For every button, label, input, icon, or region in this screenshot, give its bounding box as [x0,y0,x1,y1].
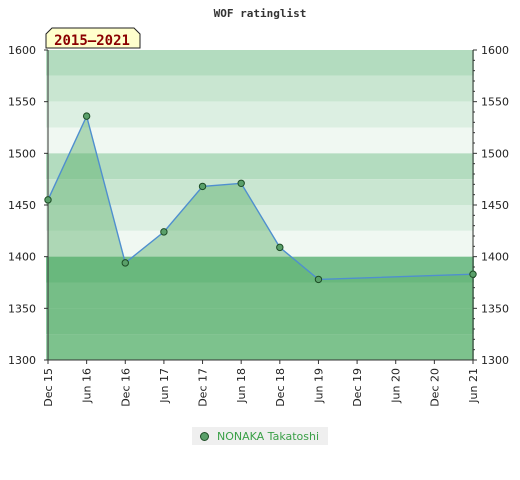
x-tick-label: Dec 15 [42,368,55,407]
x-tick-label: Dec 19 [351,368,364,407]
data-point [44,196,52,204]
y-tick-label-left: 1350 [8,302,36,315]
y-tick-label-left: 1600 [8,44,36,57]
y-tick-label-right: 1500 [481,147,509,160]
x-tick-label: Jun 21 [467,368,480,404]
rating-band [46,127,474,154]
x-tick-label: Jun 20 [390,368,403,404]
x-tick-label: Dec 20 [428,368,441,407]
data-point [237,179,245,188]
rating-band [46,75,474,102]
x-tick-label: Dec 16 [119,368,132,407]
rating-band [46,153,474,180]
legend-marker-icon [200,431,209,441]
period-badge-text: 2015–2021 [54,33,130,49]
rating-band [46,101,474,128]
y-tick-label-right: 1450 [481,199,509,212]
period-badge: 2015–2021 [45,27,141,49]
data-point [314,275,323,284]
x-tick-label: Jun 17 [158,368,171,404]
series-area-fill [48,116,473,360]
data-point [121,259,129,267]
chart-title: WOF ratinglist [214,7,307,20]
rating-band [46,308,474,335]
y-tick-label-left: 1500 [8,147,36,160]
data-point [469,270,477,278]
x-tick-label: Jun 16 [81,368,94,404]
y-tick-label-right: 1600 [481,44,509,57]
axes: 1300 1300 1350 1350 1400 1400 1450 1450 1500 1500… [8,44,509,407]
rating-bands [46,50,474,360]
y-tick-label-right: 1400 [481,251,509,264]
rating-band [46,282,474,309]
rating-band [46,334,474,360]
legend: NONAKA Takatoshi [192,427,328,445]
x-tick-label: Dec 17 [197,368,210,407]
series-markers [44,112,477,284]
data-point [160,228,168,236]
x-tick-label: Jun 18 [235,368,248,404]
x-tick-label: Jun 19 [312,368,325,404]
y-tick-label-right: 1300 [481,354,509,367]
legend-label: NONAKA Takatoshi [217,429,320,443]
data-point [82,112,91,120]
y-tick-label-left: 1550 [8,96,36,109]
y-tick-label-right: 1350 [481,302,509,315]
rating-band [46,205,474,231]
y-tick-label-left: 1400 [8,251,36,264]
rating-band [46,256,474,283]
x-tick-label: Dec 18 [274,368,287,407]
rating-band [46,179,474,205]
data-point [276,243,284,252]
rating-band [46,50,474,76]
data-point [198,182,207,191]
y-tick-label-left: 1300 [8,354,36,367]
y-tick-label-left: 1450 [8,199,36,212]
y-tick-label-right: 1550 [481,96,509,109]
